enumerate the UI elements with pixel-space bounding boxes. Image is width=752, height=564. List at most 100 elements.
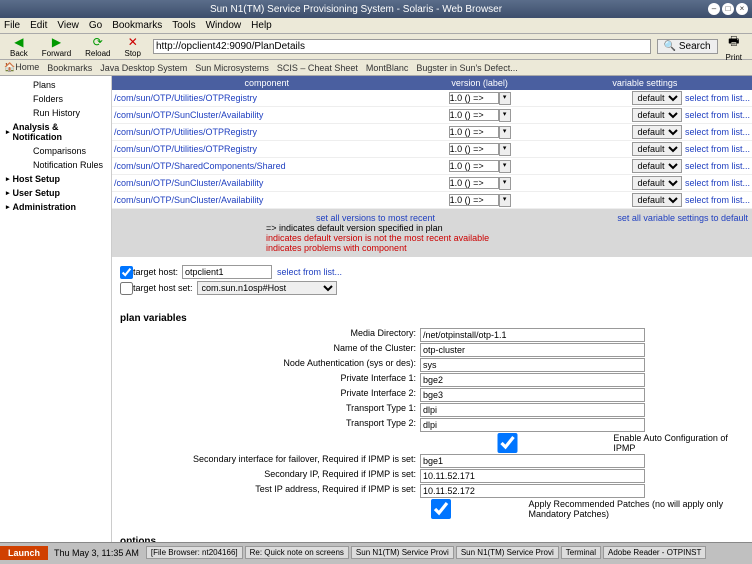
planvar-input[interactable] <box>420 454 645 468</box>
taskbar-item[interactable]: Re: Quick note on screens <box>245 546 349 559</box>
legend-l3: indicates problems with component <box>266 243 748 253</box>
version-input[interactable] <box>449 92 499 104</box>
sidebar-item[interactable]: Comparisons <box>2 144 109 158</box>
planvar-row: Transport Type 1: <box>120 403 744 417</box>
planvar-input[interactable] <box>420 373 645 387</box>
url-input[interactable] <box>153 39 651 54</box>
table-row: /com/sun/OTP/SunCluster/Availability ▾ def… <box>112 107 752 124</box>
select-from-list-link[interactable]: select from list... <box>685 195 750 205</box>
planvar-input[interactable] <box>420 484 645 498</box>
version-dropdown-icon[interactable]: ▾ <box>499 143 511 156</box>
menu-help[interactable]: Help <box>251 20 272 31</box>
menu-bookmarks[interactable]: Bookmarks <box>112 20 162 31</box>
component-link[interactable]: /com/sun/OTP/SunCluster/Availability <box>114 110 263 120</box>
launch-button[interactable]: Launch <box>0 546 48 560</box>
sidebar: PlansFoldersRun History▸Analysis & Notif… <box>0 76 112 542</box>
select-from-list-link[interactable]: select from list... <box>685 110 750 120</box>
planvar-input[interactable] <box>420 388 645 402</box>
sidebar-item[interactable]: Notification Rules <box>2 158 109 172</box>
version-dropdown-icon[interactable]: ▾ <box>499 160 511 173</box>
menu-view[interactable]: View <box>57 20 79 31</box>
planvar-input[interactable] <box>420 403 645 417</box>
component-link[interactable]: /com/sun/OTP/SharedComponents/Shared <box>114 161 286 171</box>
maximize-icon[interactable]: □ <box>722 3 734 15</box>
version-dropdown-icon[interactable]: ▾ <box>499 92 511 105</box>
varset-select[interactable]: default <box>632 91 682 105</box>
sidebar-item[interactable]: Plans <box>2 78 109 92</box>
taskbar-item[interactable]: Terminal <box>561 546 601 559</box>
bookmark-bookmarks[interactable]: Bookmarks <box>47 63 92 73</box>
taskbar-item[interactable]: Sun N1(TM) Service Provi <box>456 546 559 559</box>
sidebar-item[interactable]: Folders <box>2 92 109 106</box>
reload-button[interactable]: ⟳Reload <box>79 35 116 58</box>
bookmark-jds[interactable]: Java Desktop System <box>100 63 187 73</box>
patch-check[interactable] <box>354 499 529 519</box>
target-hostset-check[interactable] <box>120 282 133 295</box>
select-from-list-link[interactable]: select from list... <box>685 144 750 154</box>
menu-edit[interactable]: Edit <box>30 20 47 31</box>
select-from-list-link[interactable]: select from list... <box>685 93 750 103</box>
close-icon[interactable]: × <box>736 3 748 15</box>
select-from-list-link[interactable]: select from list... <box>685 161 750 171</box>
component-link[interactable]: /com/sun/OTP/Utilities/OTPRegistry <box>114 93 257 103</box>
version-dropdown-icon[interactable]: ▾ <box>499 126 511 139</box>
component-link[interactable]: /com/sun/OTP/SunCluster/Availability <box>114 178 263 188</box>
varset-select[interactable]: default <box>632 176 682 190</box>
varset-select[interactable]: default <box>632 108 682 122</box>
select-from-list-link[interactable]: select from list... <box>685 127 750 137</box>
sidebar-item[interactable]: ▸Administration <box>2 200 109 214</box>
minimize-icon[interactable]: – <box>708 3 720 15</box>
component-link[interactable]: /com/sun/OTP/Utilities/OTPRegistry <box>114 144 257 154</box>
menu-tools[interactable]: Tools <box>172 20 195 31</box>
bookmark-bugster[interactable]: Bugster in Sun's Defect... <box>416 63 517 73</box>
set-all-varset-link[interactable]: set all variable settings to default <box>617 213 748 223</box>
target-host-check[interactable] <box>120 266 133 279</box>
menu-file[interactable]: File <box>4 20 20 31</box>
planvar-input[interactable] <box>420 358 645 372</box>
sidebar-item[interactable]: ▸User Setup <box>2 186 109 200</box>
target-hostset-select[interactable]: com.sun.n1osp#Host <box>197 281 337 295</box>
bookmark-montblanc[interactable]: MontBlanc <box>366 63 409 73</box>
bookmark-scis[interactable]: SCIS – Cheat Sheet <box>277 63 358 73</box>
planvar-input[interactable] <box>420 418 645 432</box>
sidebar-item[interactable]: ▸Analysis & Notification <box>2 120 109 144</box>
stop-button[interactable]: ✕Stop <box>119 35 147 58</box>
version-input[interactable] <box>449 126 499 138</box>
version-input[interactable] <box>449 194 499 206</box>
select-from-list-link[interactable]: select from list... <box>277 267 342 277</box>
planvar-input[interactable] <box>420 469 645 483</box>
planvar-input[interactable] <box>420 343 645 357</box>
component-link[interactable]: /com/sun/OTP/Utilities/OTPRegistry <box>114 127 257 137</box>
component-link[interactable]: /com/sun/OTP/SunCluster/Availability <box>114 195 263 205</box>
target-host-input[interactable] <box>182 265 272 279</box>
version-input[interactable] <box>449 143 499 155</box>
varset-select[interactable]: default <box>632 142 682 156</box>
forward-button[interactable]: ▶Forward <box>36 35 77 58</box>
varset-select[interactable]: default <box>632 193 682 207</box>
varset-select[interactable]: default <box>632 159 682 173</box>
search-button[interactable]: 🔍 Search <box>657 39 718 54</box>
select-from-list-link[interactable]: select from list... <box>685 178 750 188</box>
sidebar-item[interactable]: Run History <box>2 106 109 120</box>
version-input[interactable] <box>449 177 499 189</box>
taskbar-item[interactable]: Adobe Reader - OTPINST <box>603 546 706 559</box>
planvar-input[interactable] <box>420 328 645 342</box>
menu-go[interactable]: Go <box>89 20 102 31</box>
version-dropdown-icon[interactable]: ▾ <box>499 109 511 122</box>
varset-select[interactable]: default <box>632 125 682 139</box>
print-button[interactable]: 🖶Print <box>720 32 748 62</box>
version-dropdown-icon[interactable]: ▾ <box>499 194 511 207</box>
bookmark-home[interactable]: 🏠Home <box>4 62 39 73</box>
ipmp-check[interactable] <box>402 433 613 453</box>
set-all-versions-link[interactable]: set all versions to most recent <box>316 213 435 223</box>
taskbar-item[interactable]: [File Browser: nt204166] <box>146 546 243 559</box>
taskbar-item[interactable]: Sun N1(TM) Service Provi <box>351 546 454 559</box>
back-button[interactable]: ◀Back <box>4 35 34 58</box>
version-dropdown-icon[interactable]: ▾ <box>499 177 511 190</box>
back-icon: ◀ <box>14 35 23 49</box>
sidebar-item[interactable]: ▸Host Setup <box>2 172 109 186</box>
version-input[interactable] <box>449 109 499 121</box>
version-input[interactable] <box>449 160 499 172</box>
bookmark-sun[interactable]: Sun Microsystems <box>195 63 269 73</box>
menu-window[interactable]: Window <box>206 20 242 31</box>
